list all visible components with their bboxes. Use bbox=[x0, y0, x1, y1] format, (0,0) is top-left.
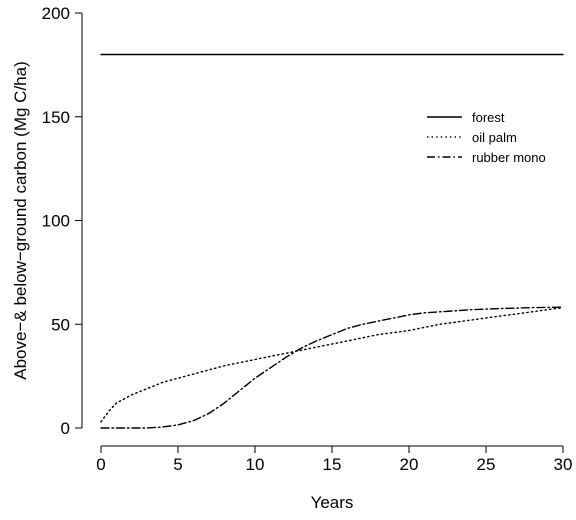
y-tick-label: 150 bbox=[42, 108, 70, 127]
legend-label: oil palm bbox=[472, 130, 517, 145]
legend-label: forest bbox=[472, 110, 505, 125]
x-axis-title: Years bbox=[311, 493, 354, 512]
x-tick-label: 0 bbox=[96, 455, 105, 474]
legend-label: rubber mono bbox=[472, 150, 546, 165]
series-line-oil-palm bbox=[100, 306, 564, 423]
x-tick-label: 30 bbox=[554, 455, 573, 474]
y-axis-title: Above−& below−ground carbon (Mg C/ha) bbox=[11, 61, 30, 379]
x-tick-label: 10 bbox=[246, 455, 265, 474]
series-line-rubber-mono bbox=[100, 306, 564, 429]
x-axis: 0 5 10 15 20 25 30 bbox=[96, 445, 573, 474]
y-tick-label: 200 bbox=[42, 4, 70, 23]
y-tick-label: 0 bbox=[61, 419, 70, 438]
y-tick-label: 100 bbox=[42, 212, 70, 231]
legend: forest oil palm rubber mono bbox=[427, 110, 546, 165]
x-tick-label: 5 bbox=[173, 455, 182, 474]
x-tick-label: 25 bbox=[477, 455, 496, 474]
x-tick-label: 20 bbox=[400, 455, 419, 474]
series-layer bbox=[100, 53, 564, 429]
y-tick-label: 50 bbox=[51, 315, 70, 334]
y-axis: 0 50 100 150 200 bbox=[42, 4, 83, 438]
x-tick-label: 15 bbox=[323, 455, 342, 474]
